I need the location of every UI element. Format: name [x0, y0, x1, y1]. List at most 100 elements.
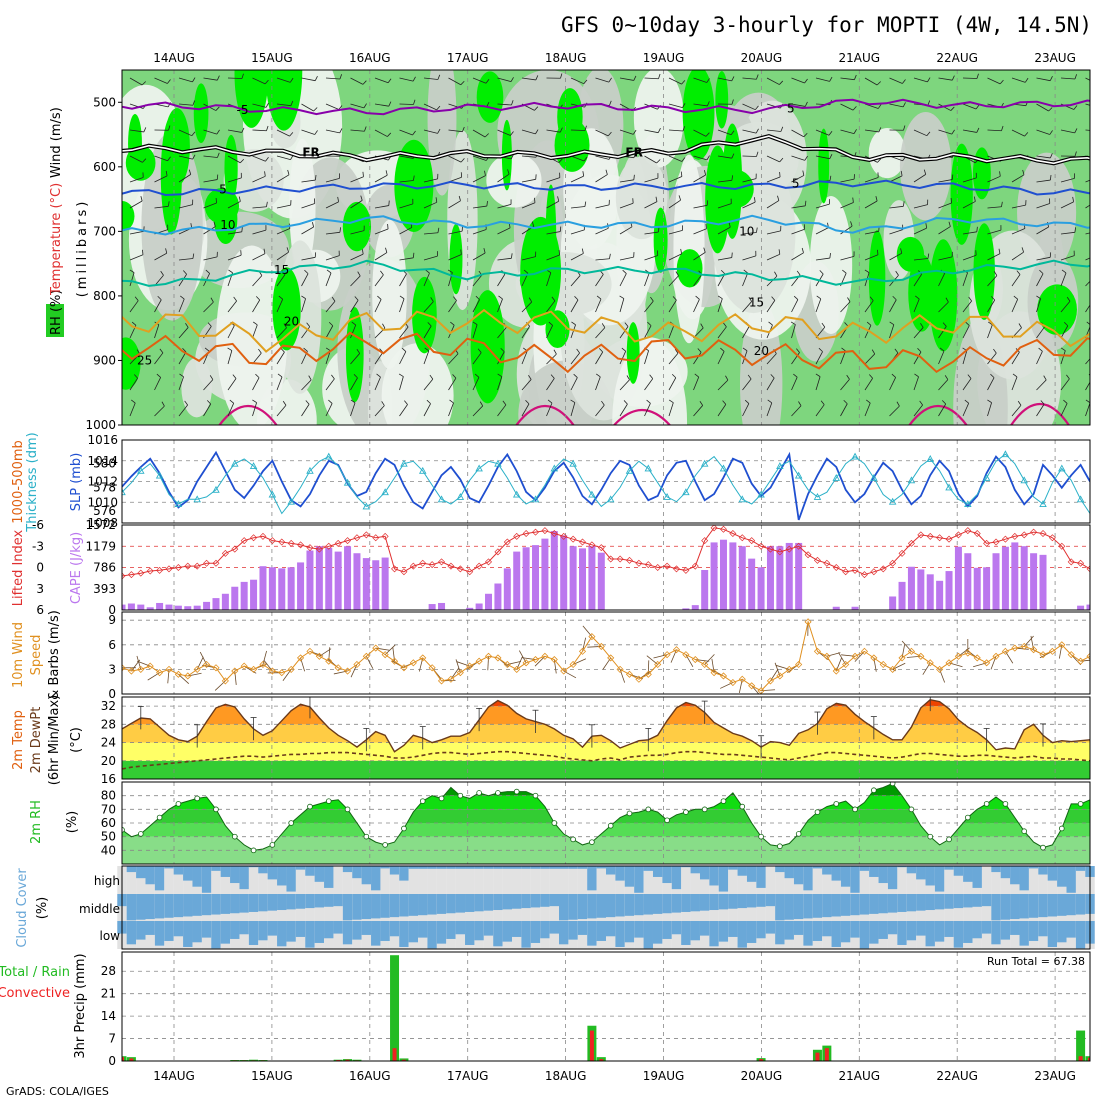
cloud-cover-cell — [352, 921, 362, 940]
wind-barb-flag — [161, 401, 165, 407]
cloud-cover-cell — [173, 866, 184, 875]
lifted-index-point — [701, 537, 709, 545]
wind-barb-flag — [828, 131, 833, 136]
wind-barb — [987, 253, 1001, 261]
wind-barb — [178, 174, 191, 183]
cape-bar — [344, 546, 352, 610]
cloud-cover-cell — [483, 894, 494, 911]
wind-barb-flag — [241, 226, 243, 232]
wind-barb — [423, 403, 431, 417]
wind-barb — [227, 403, 235, 417]
wind-barb-flag — [570, 399, 576, 403]
wind-barb — [864, 200, 878, 209]
wind-barb-flag — [207, 322, 212, 327]
wind-barb — [301, 298, 306, 313]
rh2m-point — [288, 820, 294, 826]
cape-bar — [438, 602, 446, 610]
wind-barb — [301, 379, 312, 391]
cape-bar — [297, 562, 305, 610]
thickness-point — [531, 495, 540, 503]
wind-barb-flag — [311, 222, 315, 228]
cloud-clear-cell — [549, 894, 560, 921]
wind10m-speed-point — [343, 667, 352, 675]
wind-barb-flag — [1061, 269, 1067, 274]
wind-barb-flag — [875, 196, 878, 202]
wind-barb — [962, 378, 972, 391]
lifted-index-point — [804, 551, 812, 559]
wind-barb — [668, 377, 677, 391]
wind-barb-flag — [528, 375, 532, 380]
rh2m-point — [363, 833, 370, 840]
thickness-point — [324, 452, 333, 460]
cloud-cover-cell — [671, 894, 682, 913]
cloud-cover-cell — [1038, 894, 1048, 918]
cloud-cover-cell — [1010, 921, 1020, 935]
wind-barb-flag — [646, 399, 651, 404]
wind-barb — [1036, 155, 1051, 159]
lifted-index-point — [738, 534, 746, 542]
lifted-index-point — [362, 531, 370, 539]
wind-barb — [913, 327, 924, 339]
wind-barb-flag — [475, 295, 480, 300]
wind-barb-flag — [925, 223, 928, 229]
cloud-clear-cell — [380, 866, 390, 894]
rh-moist-area — [545, 184, 557, 286]
cloud-clear-cell — [605, 866, 616, 894]
wind10m-speed-point — [860, 647, 869, 655]
cloud-cover-cell — [211, 894, 221, 915]
wind-barb — [962, 177, 977, 183]
wind-barb-flag — [877, 158, 882, 163]
wind-barb — [962, 103, 977, 110]
wind-barb-flag — [843, 399, 848, 405]
wind-barb — [252, 253, 266, 261]
cloud-cover-cell — [408, 921, 419, 943]
lifted-index-point — [757, 542, 765, 550]
wind-barb-flag — [756, 74, 759, 80]
rh-dry-area — [427, 70, 457, 196]
wind-barb-flag — [574, 296, 579, 301]
wind-barb-flag — [204, 347, 210, 352]
cloud-cover-cell — [436, 894, 447, 914]
wind-barb-flag — [308, 375, 312, 381]
wind-barb-flag — [401, 347, 407, 352]
wind10m-speed-point — [663, 651, 671, 659]
cape-bar — [682, 608, 690, 610]
wind-barb — [178, 274, 187, 287]
cloud-cover-cell — [399, 921, 409, 947]
wind-barb — [1036, 298, 1041, 313]
wind-barb-flag — [131, 321, 137, 326]
wind-barb-flag — [941, 400, 947, 405]
wind-barb — [129, 129, 144, 133]
wind-barb — [889, 77, 903, 84]
lifted-index-point — [1011, 532, 1019, 540]
cloud-clear-cell — [455, 921, 466, 949]
wind-barb-flag — [605, 169, 608, 175]
wind-barb — [399, 129, 413, 136]
wind-barb-flag — [649, 374, 654, 379]
isotherm-15 — [122, 259, 1090, 287]
rh-moist-area — [818, 128, 830, 204]
wind-barb-flag — [706, 101, 710, 107]
wind-barb-flag — [413, 175, 415, 181]
cloud-clear-cell — [239, 921, 249, 949]
wind-barb — [864, 378, 873, 391]
precip-convective-bar — [599, 1059, 604, 1061]
cloud-cover-cell — [840, 921, 851, 943]
precip-convective-bar — [345, 1059, 350, 1061]
cloud-cover-cell — [718, 894, 729, 910]
wind-barb — [227, 177, 242, 183]
wind-barb-flag — [498, 295, 503, 300]
wind-barb — [252, 175, 266, 183]
cloud-clear-cell — [314, 894, 325, 921]
wind-barb — [546, 272, 552, 287]
cloud-cover-cell — [352, 866, 362, 879]
wind-barb-flag — [1063, 399, 1068, 404]
wind-barb — [1036, 103, 1049, 112]
wind-barb — [521, 77, 536, 81]
wind-barb — [203, 129, 218, 135]
thickness-point — [757, 490, 765, 498]
wind-barb-flag — [927, 100, 931, 106]
rh2m-point — [137, 831, 144, 837]
lifted-index-point — [1077, 559, 1085, 567]
